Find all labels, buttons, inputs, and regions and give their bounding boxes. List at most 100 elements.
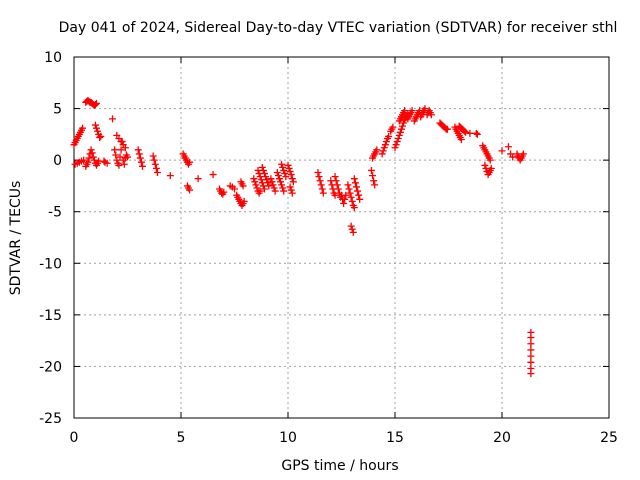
data-point [120,160,128,168]
data-point [398,122,406,130]
data-point [354,187,362,195]
data-point [220,188,228,196]
data-point [79,124,87,132]
data-point [394,134,402,142]
data-point [389,123,397,131]
data-point [498,147,506,155]
data-point [427,111,435,119]
x-tick-label: 15 [386,430,404,446]
data-point [527,352,535,360]
data-point [92,99,100,107]
data-point [527,370,535,378]
data-point [285,164,293,172]
data-point [284,161,292,169]
data-point [91,121,99,129]
data-point [91,100,99,108]
data-point [268,178,276,186]
data-point [279,184,287,192]
data-point [264,179,272,187]
data-point [331,173,339,181]
data-point [116,153,124,161]
data-point [269,181,277,189]
data-point [251,178,259,186]
data-point [396,128,404,136]
data-point [280,166,288,174]
data-point [90,156,98,164]
data-point [397,125,405,133]
data-point [314,169,322,177]
y-tick-label: -25 [39,411,62,427]
data-point [121,144,129,152]
data-point [393,138,401,146]
data-point [473,130,481,138]
data-point [109,115,117,123]
data-point [333,181,341,189]
data-point [341,195,349,203]
data-point [486,156,494,164]
y-tick-label: -5 [48,205,62,221]
y-tick-labels: -25 -20 -15 -10 -5 0 5 10 [39,50,62,427]
grid [74,57,609,418]
data-point [421,105,429,113]
data-point [151,160,159,168]
data-point [97,132,105,140]
data-point [287,171,295,179]
data-point [472,129,480,137]
data-point [332,177,340,185]
data-point [348,225,356,233]
data-point [256,187,264,195]
axis-ticks [73,56,610,419]
data-point [262,173,270,181]
data-point [85,154,93,162]
data-point [270,184,278,192]
data-point [369,172,377,180]
data-point [281,170,289,178]
data-point [166,172,174,180]
data-point [150,156,158,164]
data-point [350,204,358,212]
data-point [231,185,238,193]
data-point [347,193,355,201]
data-point [288,189,296,197]
x-tick-label: 0 [70,430,79,446]
data-point [370,177,378,185]
data-point [240,197,248,205]
data-point [315,173,323,181]
y-tick-label: 0 [53,153,62,169]
data-point [289,178,297,186]
data-point [282,173,290,181]
x-tick-label: 20 [493,430,511,446]
data-point [186,158,194,166]
data-point [385,132,393,140]
data-point [286,183,294,191]
chart-title: Day 041 of 2024, Sidereal Day-to-day VTE… [59,20,618,36]
data-point [288,175,296,183]
data-point [138,162,146,170]
plot-frame [73,56,610,419]
data-point [355,191,363,199]
data-point [352,183,360,191]
data-point [260,185,268,193]
data-point [401,107,409,115]
data-point [286,167,294,175]
x-tick-label: 10 [279,430,297,446]
x-tick-label: 25 [600,430,618,446]
data-point [136,154,144,162]
data-point [408,107,416,115]
data-point [112,151,120,159]
data-point [253,184,261,192]
x-tick-labels: 0 5 10 15 20 25 [70,430,618,446]
data-point [334,185,342,193]
data-point [274,172,282,180]
y-tick-label: 10 [44,50,62,66]
data-point [267,175,275,183]
data-point [371,181,379,189]
data-point [275,175,283,183]
data-point [527,358,535,366]
data-point [527,340,535,348]
data-point [277,178,285,186]
data-point [265,182,273,190]
data-point [348,197,356,205]
data-point [111,146,119,154]
data-point [379,147,387,155]
